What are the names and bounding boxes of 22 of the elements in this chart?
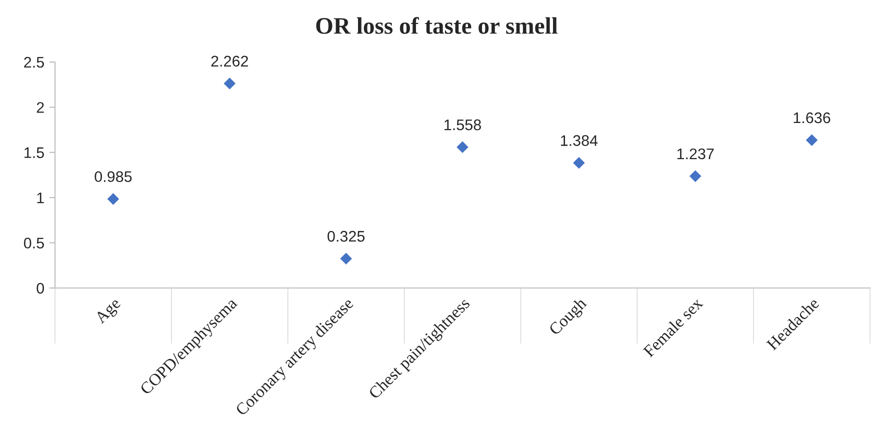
point	[340, 252, 352, 265]
data-label: 1.636	[794, 112, 830, 124]
point	[806, 134, 818, 146]
data-label: 0.985	[94, 171, 132, 182]
y-tick-label: 0.5	[24, 238, 44, 248]
x-tick-label: Age	[94, 297, 124, 327]
chart-title: OR loss of taste or smell	[316, 17, 558, 34]
point	[456, 141, 468, 154]
point	[107, 193, 120, 205]
y-tick-label: 0	[36, 282, 44, 294]
data-label: 1.237	[677, 148, 714, 160]
data-label: 2.262	[211, 56, 248, 67]
data-label: 0.325	[328, 230, 365, 242]
data-label: 1.558	[444, 119, 481, 130]
y-tick-label: 2.5	[24, 56, 44, 68]
data-label: 1.384	[560, 135, 598, 146]
y-tick-label: 1	[37, 192, 44, 204]
point	[573, 156, 585, 169]
point	[224, 78, 236, 90]
point	[689, 170, 702, 182]
y-tick-label: 2	[36, 102, 44, 113]
y-tick-label: 1.5	[24, 147, 44, 158]
